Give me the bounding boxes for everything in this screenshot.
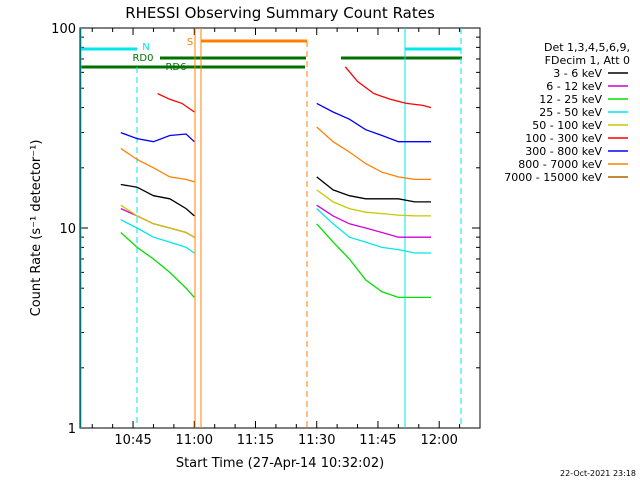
series-line-800-7000-kev [316, 126, 431, 181]
legend-label: 6 - 12 keV [546, 80, 602, 93]
legend-label: 7000 - 15000 keV [504, 171, 602, 184]
rd6-label: RD6 [165, 62, 186, 73]
legend-label: 50 - 100 keV [532, 119, 602, 132]
legend-header: Det 1,3,4,5,6,9, [544, 41, 630, 54]
legend-label: 100 - 300 keV [525, 132, 602, 145]
y-axis-label: Count Rate (s⁻¹ detector⁻¹) [29, 140, 44, 317]
series-line-50-100-kev [316, 189, 431, 217]
series-line-6-12-kev [316, 204, 431, 238]
series-line-300-800-kev [316, 102, 431, 143]
y-tick-label: 10 [59, 222, 76, 237]
rd0-label: RD0 [132, 53, 153, 64]
series-line-100-300-kev [344, 66, 432, 109]
plot-frame [79, 27, 481, 429]
legend-label: 25 - 50 keV [539, 106, 602, 119]
series-line-300-800-kev [120, 131, 195, 143]
series-line-50-100-kev [120, 204, 195, 238]
x-axis-label: Start Time (27-Apr-14 10:32:02) [176, 456, 384, 471]
series-line-800-7000-kev [120, 147, 195, 183]
series-line-25-50-kev [316, 208, 431, 254]
legend-label: 12 - 25 keV [539, 93, 602, 106]
x-tick-label: 10:45 [114, 433, 151, 448]
s-label: S [187, 37, 193, 48]
legend-label: 300 - 800 keV [525, 145, 602, 158]
x-tick-label: 11:45 [359, 433, 396, 448]
series-line-3-6-kev [120, 183, 195, 217]
x-tick-label: 11:15 [237, 433, 274, 448]
legend-label: 3 - 6 keV [553, 67, 602, 80]
series-line-12-25-kev [316, 223, 431, 299]
series-line-3-6-kev [316, 176, 431, 203]
series-line-12-25-kev [120, 232, 195, 298]
y-tick-label: 100 [51, 22, 76, 37]
x-tick-label: 11:30 [298, 433, 335, 448]
legend-label: 800 - 7000 keV [518, 158, 602, 171]
y-tick-label: 1 [68, 422, 76, 437]
timestamp-label: 22-Oct-2021 23:18 [560, 469, 636, 478]
series-line-25-50-kev [120, 219, 195, 254]
series-line-100-300-kev [157, 93, 195, 113]
n-label: N [142, 42, 149, 53]
x-tick-label: 12:00 [420, 433, 457, 448]
x-tick-label: 11:00 [176, 433, 213, 448]
legend-header: FDecim 1, Att 0 [545, 54, 630, 67]
chart-title: RHESSI Observing Summary Count Rates [125, 4, 435, 22]
